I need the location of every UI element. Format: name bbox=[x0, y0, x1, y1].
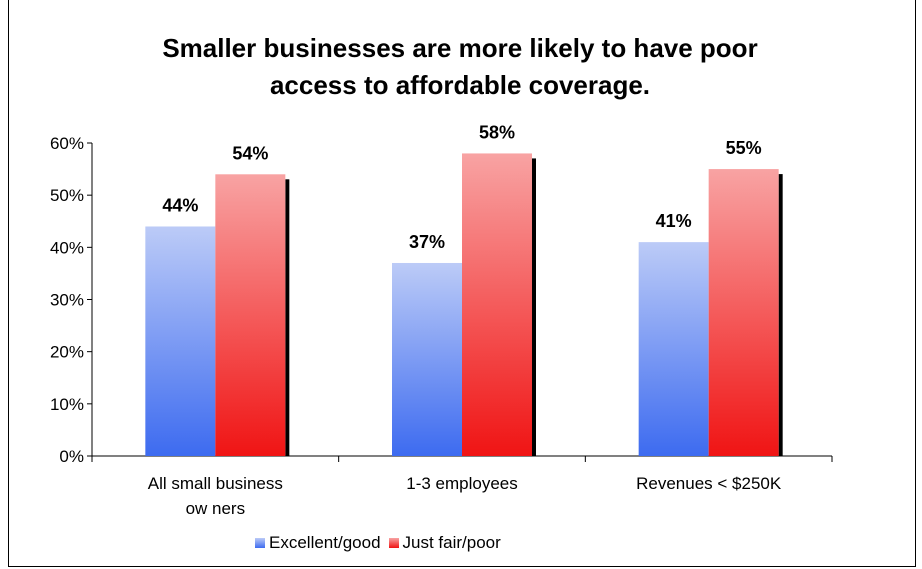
legend-swatch-blue bbox=[255, 538, 265, 548]
y-tick-label: 40% bbox=[50, 238, 84, 257]
bar-shadow bbox=[532, 158, 536, 456]
x-category-label: All small business bbox=[148, 474, 283, 493]
data-label: 54% bbox=[232, 143, 268, 163]
bar bbox=[145, 226, 216, 456]
chart-title: Smaller businesses are more likely to ha… bbox=[162, 33, 758, 100]
legend-label-excellent-good: Excellent/good bbox=[269, 533, 381, 552]
bar bbox=[392, 262, 462, 456]
data-label: 41% bbox=[656, 211, 692, 231]
bar bbox=[638, 242, 709, 456]
y-tick-label: 30% bbox=[50, 291, 84, 310]
data-label: 37% bbox=[409, 232, 445, 252]
data-label: 44% bbox=[162, 195, 198, 215]
bars bbox=[145, 153, 783, 457]
x-category-label: ow ners bbox=[186, 499, 246, 518]
x-category-label: 1-3 employees bbox=[406, 474, 518, 493]
data-label: 58% bbox=[479, 122, 515, 142]
bar bbox=[462, 153, 532, 456]
y-tick-label: 0% bbox=[59, 447, 84, 466]
legend-swatch-red bbox=[388, 538, 399, 548]
legend-label-just-fair-poor: Just fair/poor bbox=[402, 533, 501, 552]
y-tick-label: 50% bbox=[50, 186, 84, 205]
y-tick-label: 20% bbox=[50, 343, 84, 362]
legend-item-just-fair-poor: Just fair/poor bbox=[388, 533, 501, 553]
bar bbox=[708, 169, 779, 457]
y-tick-label: 10% bbox=[50, 395, 84, 414]
x-category-label: Revenues < $250K bbox=[636, 474, 782, 493]
bar-shadow bbox=[285, 179, 290, 457]
bar bbox=[215, 174, 286, 457]
labels: All small business ow ners 1-3 employees Re… bbox=[148, 122, 782, 518]
legend: Excellent/good Just fair/poor bbox=[255, 533, 509, 553]
data-label: 55% bbox=[726, 138, 762, 158]
y-tick-label: 60% bbox=[50, 134, 84, 153]
bar-shadow bbox=[778, 174, 783, 457]
legend-item-excellent-good: Excellent/good bbox=[255, 533, 381, 553]
